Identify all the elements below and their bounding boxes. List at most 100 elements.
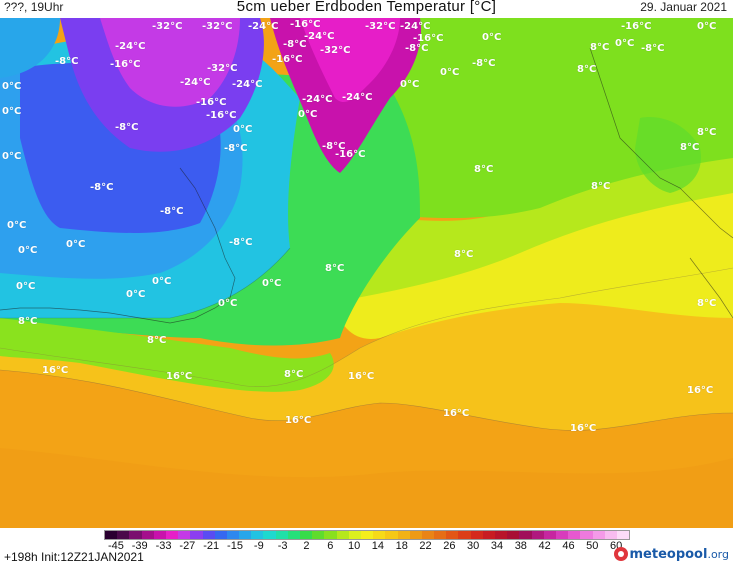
colorbar-tick-label: -15 — [227, 540, 243, 552]
colorbar-swatch — [202, 531, 215, 539]
colorbar-swatch — [519, 531, 532, 539]
temperature-label: 0°C — [7, 220, 27, 231]
contour-0c — [0, 247, 291, 319]
colorbar-swatch — [141, 531, 154, 539]
colorbar-swatch — [105, 531, 118, 539]
temperature-label: -24°C — [115, 41, 146, 52]
temperature-label: -32°C — [320, 45, 351, 56]
colorbar — [104, 530, 630, 540]
colorbar-swatch — [592, 531, 605, 539]
colorbar-swatch — [373, 531, 386, 539]
temperature-label: 8°C — [591, 181, 611, 192]
temperature-label: -24°C — [180, 77, 211, 88]
colorbar-tick-label: -27 — [179, 540, 196, 552]
colorbar-tick-label: 26 — [443, 540, 456, 552]
colorbar-tick-label: -21 — [203, 540, 220, 552]
temperature-label: -32°C — [365, 21, 396, 32]
temperature-label: 0°C — [262, 278, 282, 289]
colorbar-tick-label: 2 — [303, 540, 310, 552]
band-8c — [300, 143, 733, 303]
temperature-label: -24°C — [304, 31, 335, 42]
temperature-label: -16°C — [290, 19, 321, 30]
logo-name: meteopool — [629, 546, 708, 562]
colorbar-tick-label: 30 — [467, 540, 480, 552]
temperature-label: 16°C — [285, 415, 312, 426]
colorbar-swatch — [360, 531, 374, 539]
coastline-east — [589, 47, 733, 239]
colorbar-swatch — [458, 531, 471, 539]
colorbar-swatch — [324, 531, 337, 539]
temperature-label: 8°C — [325, 263, 345, 274]
colorbar-swatch — [153, 531, 166, 539]
temperature-label: -8°C — [160, 206, 184, 217]
temperature-label: 0°C — [440, 67, 460, 78]
colorbar-swatch — [434, 531, 447, 539]
map-title: 5cm ueber Erdboden Temperatur [°C] — [236, 0, 497, 15]
temperature-label: 8°C — [697, 298, 717, 309]
colorbar-swatch — [580, 531, 593, 539]
contour-16c — [0, 369, 733, 431]
temperature-label: 8°C — [284, 369, 304, 380]
temperature-label: -16°C — [206, 110, 237, 121]
temperature-label: -8°C — [283, 39, 307, 50]
temperature-map: -32°C -32°C -24°C -16°C -24°C -32°C -24°C -16°C… — [0, 18, 733, 528]
meteopool-logo[interactable]: meteopool .org — [613, 544, 729, 564]
temperature-field — [0, 18, 733, 528]
colorbar-swatch — [616, 531, 630, 539]
colorbar-swatch — [312, 531, 325, 539]
logo-mark-icon — [613, 547, 628, 561]
temperature-label: 8°C — [697, 127, 717, 138]
band-20c — [0, 448, 733, 528]
temperature-label: 8°C — [147, 335, 167, 346]
temperature-label: -32°C — [207, 63, 238, 74]
temperature-label: 16°C — [166, 371, 193, 382]
colorbar-swatch — [336, 531, 349, 539]
temperature-label: -8°C — [322, 141, 346, 152]
colorbar-tick-label: 34 — [490, 540, 504, 552]
ice-sheet-core — [300, 18, 400, 103]
colorbar-swatch — [117, 531, 130, 539]
contour-12c — [0, 267, 733, 387]
temperature-label: 0°C — [2, 151, 22, 162]
colorbar-swatch — [421, 531, 435, 539]
temperature-label: 8°C — [474, 164, 494, 175]
temperature-label: -24°C — [232, 79, 263, 90]
colorbar-swatch — [251, 531, 264, 539]
temperature-label: 0°C — [482, 32, 502, 43]
colorbar-swatch — [482, 531, 495, 539]
temperature-label: -8°C — [229, 237, 253, 248]
temperature-label: -8°C — [90, 182, 114, 193]
temperature-label: 16°C — [42, 365, 69, 376]
temperature-label: -24°C — [400, 21, 431, 32]
colorbar-tick-label: 10 — [347, 540, 361, 552]
temperature-label: 16°C — [443, 408, 470, 419]
temperature-label: 8°C — [590, 42, 610, 53]
colorbar-tick-label: 46 — [562, 540, 575, 552]
temperature-label: -32°C — [152, 21, 183, 32]
colorbar-swatch — [397, 531, 410, 539]
temperature-label: 0°C — [18, 245, 38, 256]
temperature-label: -24°C — [248, 21, 279, 32]
temperature-label: -8°C — [405, 43, 429, 54]
colorbar-swatch — [507, 531, 520, 539]
temperature-label: -32°C — [202, 21, 233, 32]
colorbar-swatch — [531, 531, 544, 539]
colorbar-swatch — [495, 531, 508, 539]
temperature-label: 0°C — [152, 276, 172, 287]
colorbar-swatch — [275, 531, 288, 539]
colorbar-swatch — [129, 531, 142, 539]
temperature-label: -8°C — [641, 43, 665, 54]
colorbar-swatch — [165, 531, 179, 539]
colorbar-swatch — [287, 531, 300, 539]
colorbar-tick-label: 22 — [419, 540, 432, 552]
temperature-label: 0°C — [400, 79, 420, 90]
colorbar-swatch — [239, 531, 252, 539]
temperature-label: -24°C — [302, 94, 333, 105]
temperature-label: -16°C — [413, 33, 444, 44]
temperature-label: 0°C — [697, 21, 717, 32]
temperature-label: 8°C — [680, 142, 700, 153]
temperature-label: 0°C — [298, 109, 318, 120]
colorbar-swatch — [555, 531, 569, 539]
colorbar-tick-label: 6 — [327, 540, 334, 552]
colorbar-tick-label: -33 — [155, 540, 172, 552]
